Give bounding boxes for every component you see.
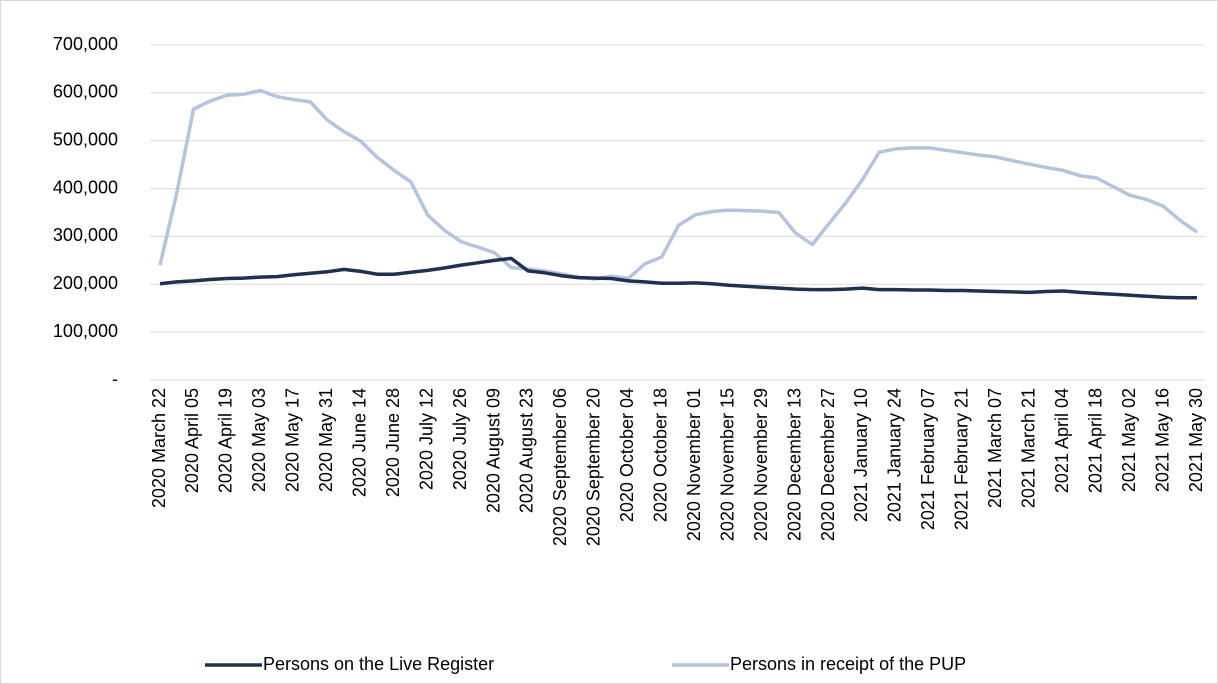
x-tick-label: 2020 May 03	[249, 388, 269, 492]
x-tick-label: 2021 January 24	[885, 388, 905, 522]
x-tick-label: 2020 September 06	[550, 388, 570, 546]
x-tick-label: 2020 August 09	[483, 388, 503, 513]
y-tick-label: 100,000	[53, 321, 118, 341]
x-tick-label: 2021 February 21	[952, 388, 972, 530]
series-line	[159, 256, 1197, 300]
y-tick-label: 300,000	[53, 225, 118, 245]
x-tick-label: 2020 May 17	[283, 388, 303, 492]
y-tick-label: 600,000	[53, 82, 118, 102]
x-tick-label: 2020 April 19	[216, 388, 236, 493]
x-tick-label: 2020 November 15	[717, 388, 737, 541]
x-tick-label: 2020 March 22	[149, 388, 169, 508]
x-tick-label: 2021 January 10	[851, 388, 871, 522]
x-tick-label: 2020 April 05	[182, 388, 202, 493]
x-tick-label: 2021 May 02	[1119, 388, 1139, 492]
x-tick-label: 2020 November 01	[684, 388, 704, 541]
x-tick-label: 2021 May 30	[1186, 388, 1206, 492]
x-tick-label: 2020 August 23	[517, 388, 537, 513]
y-tick-label: 200,000	[53, 273, 118, 293]
legend-label: Persons on the Live Register	[263, 654, 494, 674]
x-tick-label: 2021 March 21	[1018, 388, 1038, 508]
y-tick-label: 500,000	[53, 129, 118, 149]
x-tick-label: 2020 October 18	[651, 388, 671, 522]
x-tick-label: 2020 November 29	[751, 388, 771, 541]
x-tick-label: 2020 June 28	[383, 388, 403, 497]
x-tick-label: 2020 May 31	[316, 388, 336, 492]
x-tick-label: 2021 May 16	[1152, 388, 1172, 492]
x-tick-label: 2020 October 04	[617, 388, 637, 522]
legend-label: Persons in receipt of the PUP	[730, 654, 966, 674]
y-tick-label: -	[112, 369, 118, 389]
x-tick-label: 2021 April 04	[1052, 388, 1072, 493]
x-tick-label: 2021 March 07	[985, 388, 1005, 508]
y-tick-label: 700,000	[53, 34, 118, 54]
x-tick-label: 2021 February 07	[918, 388, 938, 530]
x-tick-label: 2020 September 20	[584, 388, 604, 546]
x-tick-label: 2020 June 14	[349, 388, 369, 497]
x-tick-label: 2020 December 13	[784, 388, 804, 541]
x-tick-label: 2020 July 26	[450, 388, 470, 490]
series-line	[158, 88, 1198, 281]
x-tick-label: 2021 April 18	[1085, 388, 1105, 493]
x-tick-label: 2020 December 27	[818, 388, 838, 541]
y-tick-label: 400,000	[53, 177, 118, 197]
x-tick-label: 2020 July 12	[416, 388, 436, 490]
